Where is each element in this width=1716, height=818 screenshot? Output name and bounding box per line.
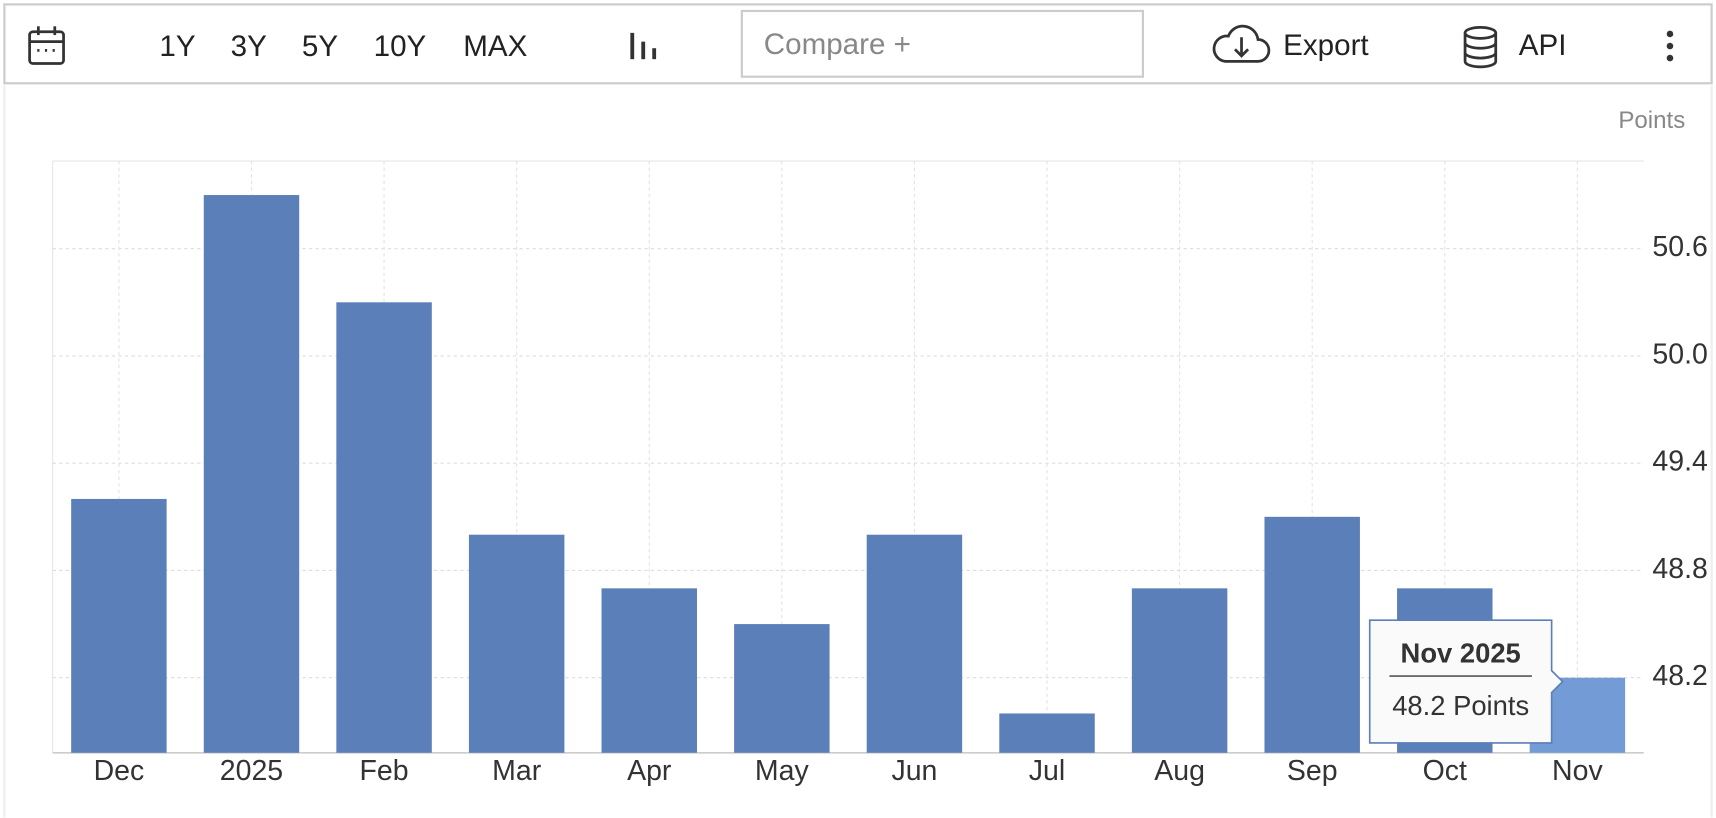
compare-placeholder: Compare + — [764, 28, 911, 61]
bar — [336, 302, 432, 753]
range-button[interactable]: 5Y — [302, 30, 338, 63]
x-tick-label: Nov — [1552, 755, 1603, 787]
x-tick-label: Feb — [360, 755, 409, 787]
bar — [999, 713, 1095, 753]
calendar-icon[interactable] — [28, 26, 65, 65]
y-tick-label: 48.2 — [1652, 660, 1707, 692]
x-tick-label: May — [755, 755, 810, 787]
x-tick-label: 2025 — [220, 755, 283, 787]
range-button[interactable]: 3Y — [231, 30, 267, 63]
bar — [601, 588, 697, 753]
x-tick-label: Jul — [1029, 755, 1065, 787]
more-menu[interactable] — [1666, 30, 1674, 62]
range-button[interactable]: 10Y — [374, 30, 427, 63]
export-icon[interactable] — [1212, 24, 1271, 63]
bar — [1264, 516, 1360, 753]
x-tick-label: Jun — [891, 755, 937, 787]
x-tick-label: Apr — [627, 755, 672, 787]
y-tick-label: 50.6 — [1652, 231, 1707, 263]
x-tick-label: Oct — [1423, 755, 1467, 787]
api-button[interactable]: API — [1519, 29, 1567, 62]
range-button[interactable]: 1Y — [159, 30, 195, 63]
tooltip-text: 48.2 Points — [1392, 690, 1529, 721]
bar — [468, 534, 565, 753]
bar — [866, 534, 963, 753]
export-button[interactable]: Export — [1283, 29, 1369, 62]
compare-input[interactable] — [740, 9, 1144, 78]
y-tick-label: 48.8 — [1652, 553, 1707, 585]
labels: 48.2 48.8 49.4 50.0 50.6 Dec 2025 Feb Mar Apr May J… — [94, 231, 1708, 787]
bar — [203, 195, 300, 753]
x-tick-label: Dec — [94, 755, 145, 787]
chart-type-icon[interactable] — [630, 32, 657, 60]
bar — [1131, 588, 1228, 753]
api-icon[interactable] — [1463, 26, 1498, 69]
x-tick-label: Aug — [1154, 755, 1205, 787]
x-tick-label: Mar — [492, 755, 542, 787]
bar — [734, 624, 830, 753]
y-tick-label: 49.4 — [1652, 446, 1707, 478]
bars — [71, 195, 1626, 753]
tooltip-title: Nov 2025 — [1401, 638, 1521, 669]
unit-label: Points — [1618, 107, 1685, 134]
tooltip: Nov 2025 48.2 Points — [1368, 619, 1564, 744]
y-tick-label: 50.0 — [1652, 338, 1707, 370]
bar — [71, 498, 167, 753]
range-button[interactable]: MAX — [463, 30, 527, 63]
x-tick-label: Sep — [1287, 755, 1338, 787]
